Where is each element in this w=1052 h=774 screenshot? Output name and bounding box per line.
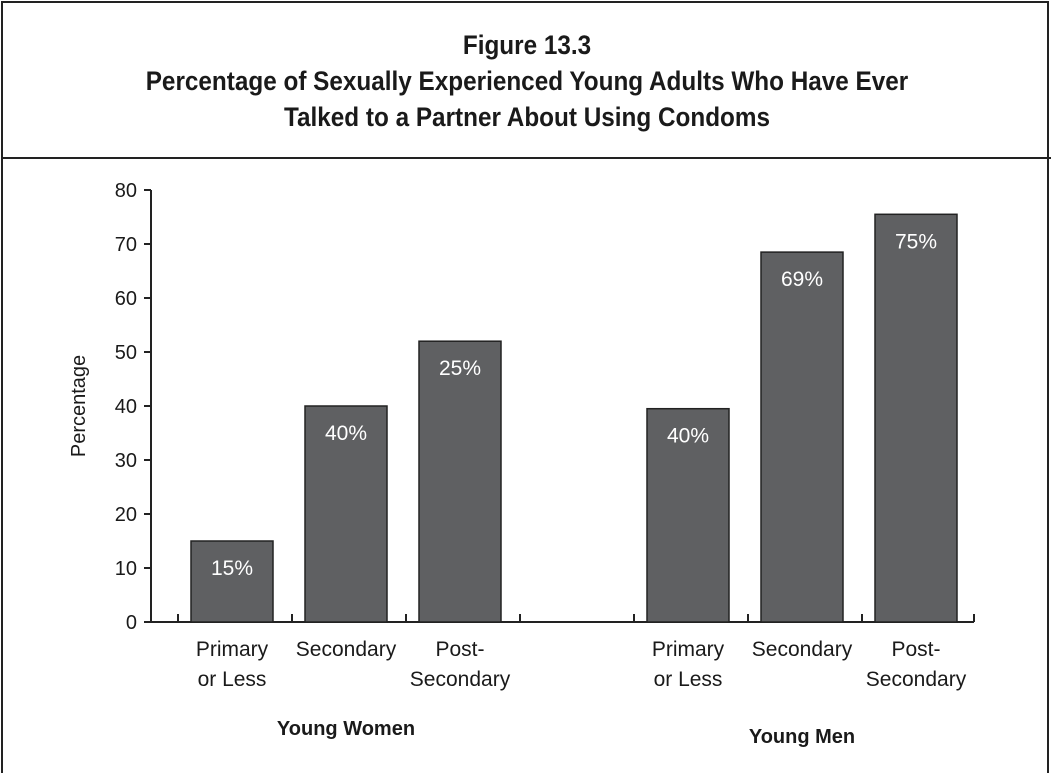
data-label: 75% xyxy=(895,230,937,253)
bar xyxy=(304,405,388,623)
x-category-label: Primary xyxy=(652,638,725,661)
x-category-label: Post- xyxy=(435,638,484,661)
x-category-label: Secondary xyxy=(296,638,397,661)
bar xyxy=(874,213,958,623)
data-label: 69% xyxy=(781,268,823,291)
x-category-label: Post- xyxy=(891,638,940,661)
group-label: Young Men xyxy=(749,726,855,748)
bar xyxy=(646,407,730,623)
y-tick-label: 30 xyxy=(115,450,137,472)
bar xyxy=(190,540,274,623)
x-category-label: Secondary xyxy=(752,638,853,661)
y-tick-label: 0 xyxy=(126,612,137,634)
y-axis-title: Percentage xyxy=(68,355,90,457)
bar xyxy=(418,340,502,623)
x-category-label: Primary xyxy=(196,638,269,661)
y-tick-label: 60 xyxy=(115,288,137,310)
y-tick-label: 10 xyxy=(115,558,137,580)
y-tick-label: 50 xyxy=(115,342,137,364)
y-tick-label: 40 xyxy=(115,396,137,418)
figure-number: Figure 13.3 xyxy=(462,30,592,60)
figure-title-line-1: Percentage of Sexually Experienced Young… xyxy=(145,66,909,96)
data-label: 40% xyxy=(325,422,367,445)
data-label: 40% xyxy=(667,425,709,448)
group-label: Young Women xyxy=(277,718,415,740)
figure-title-line-2: Talked to a Partner About Using Condoms xyxy=(283,102,771,132)
figure-title-box: Figure 13.3 Percentage of Sexually Exper… xyxy=(3,3,1051,159)
y-tick-label: 70 xyxy=(115,234,137,256)
x-category-label: Secondary xyxy=(410,668,511,691)
data-label: 25% xyxy=(439,357,481,380)
y-tick-label: 80 xyxy=(115,180,137,202)
data-label: 15% xyxy=(211,557,253,580)
bar xyxy=(760,251,844,623)
x-category-label: Secondary xyxy=(866,668,967,691)
x-category-label: or Less xyxy=(654,668,723,691)
y-tick-label: 20 xyxy=(115,504,137,526)
x-category-label: or Less xyxy=(198,668,267,691)
